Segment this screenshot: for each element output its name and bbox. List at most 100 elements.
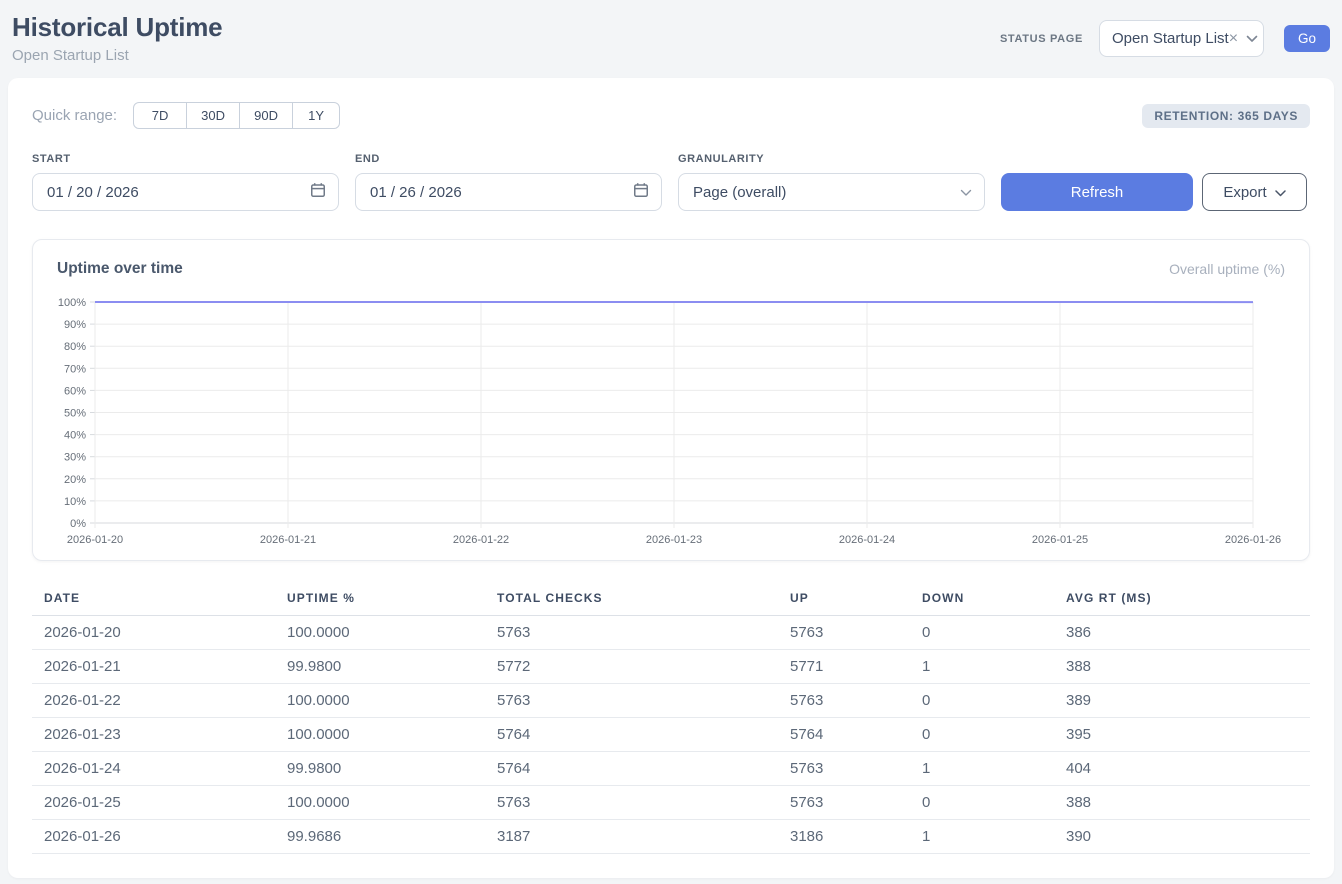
page-subtitle: Open Startup List bbox=[12, 47, 222, 64]
calendar-icon[interactable] bbox=[633, 182, 649, 202]
table-cell: 2026-01-20 bbox=[32, 616, 275, 650]
table-cell: 1 bbox=[910, 650, 1054, 684]
quick-range-30d-button[interactable]: 30D bbox=[186, 102, 240, 129]
go-button[interactable]: Go bbox=[1284, 25, 1330, 52]
end-date-label: END bbox=[355, 153, 662, 165]
table-cell: 3187 bbox=[485, 820, 778, 854]
table-row: 2026-01-20100.0000576357630386 bbox=[32, 616, 1310, 650]
uptime-table: DATEUPTIME %TOTAL CHECKSUPDOWNAVG RT (MS… bbox=[32, 587, 1310, 854]
x-axis-tick-label: 2026-01-22 bbox=[453, 534, 509, 546]
table-cell: 395 bbox=[1054, 718, 1310, 752]
chevron-down-icon bbox=[1275, 184, 1286, 201]
table-cell: 5763 bbox=[778, 684, 910, 718]
table-row: 2026-01-2499.9800576457631404 bbox=[32, 752, 1310, 786]
table-cell: 2026-01-23 bbox=[32, 718, 275, 752]
table-cell: 5763 bbox=[778, 786, 910, 820]
x-axis-tick-label: 2026-01-23 bbox=[646, 534, 702, 546]
table-cell: 100.0000 bbox=[275, 684, 485, 718]
start-date-value: 01 / 20 / 2026 bbox=[47, 184, 139, 201]
table-cell: 2026-01-22 bbox=[32, 684, 275, 718]
table-cell: 2026-01-26 bbox=[32, 820, 275, 854]
y-axis-tick-label: 100% bbox=[58, 297, 86, 309]
quick-range-90d-button[interactable]: 90D bbox=[239, 102, 293, 129]
table-cell: 5763 bbox=[485, 786, 778, 820]
table-row: 2026-01-22100.0000576357630389 bbox=[32, 684, 1310, 718]
table-cell: 2026-01-25 bbox=[32, 786, 275, 820]
quick-range-row: Quick range: 7D 30D 90D 1Y RETENTION: 36… bbox=[32, 102, 1310, 129]
status-page-select[interactable]: Open Startup List × bbox=[1099, 20, 1264, 57]
table-cell: 0 bbox=[910, 616, 1054, 650]
table-cell: 5763 bbox=[778, 752, 910, 786]
table-cell: 5763 bbox=[778, 616, 910, 650]
table-cell: 386 bbox=[1054, 616, 1310, 650]
table-header-row: DATEUPTIME %TOTAL CHECKSUPDOWNAVG RT (MS… bbox=[32, 587, 1310, 616]
table-cell: 2026-01-21 bbox=[32, 650, 275, 684]
table-row: 2026-01-2699.9686318731861390 bbox=[32, 820, 1310, 854]
quick-range-group: Quick range: 7D 30D 90D 1Y bbox=[32, 102, 340, 129]
table-cell: 5763 bbox=[485, 616, 778, 650]
table-column-header: DATE bbox=[32, 587, 275, 616]
y-axis-tick-label: 40% bbox=[64, 430, 86, 442]
status-page-controls: STATUS PAGE Open Startup List × Go bbox=[1000, 20, 1330, 57]
start-date-field: START 01 / 20 / 2026 bbox=[32, 153, 339, 211]
y-axis-tick-label: 50% bbox=[64, 408, 86, 420]
quick-range-1y-button[interactable]: 1Y bbox=[292, 102, 340, 129]
table-column-header: TOTAL CHECKS bbox=[485, 587, 778, 616]
page-title: Historical Uptime bbox=[12, 12, 222, 43]
refresh-button[interactable]: Refresh bbox=[1001, 173, 1193, 211]
table-cell: 388 bbox=[1054, 786, 1310, 820]
table-cell: 5764 bbox=[485, 752, 778, 786]
table-cell: 1 bbox=[910, 752, 1054, 786]
table-cell: 5763 bbox=[485, 684, 778, 718]
y-axis-tick-label: 70% bbox=[64, 363, 86, 375]
quick-range-7d-button[interactable]: 7D bbox=[133, 102, 187, 129]
table-cell: 100.0000 bbox=[275, 718, 485, 752]
table-cell: 5771 bbox=[778, 650, 910, 684]
x-axis-tick-label: 2026-01-25 bbox=[1032, 534, 1088, 546]
table-column-header: DOWN bbox=[910, 587, 1054, 616]
y-axis-tick-label: 20% bbox=[64, 474, 86, 486]
table-column-header: UP bbox=[778, 587, 910, 616]
chart-header: Uptime over time Overall uptime (%) bbox=[57, 260, 1285, 278]
quick-range-buttons: 7D 30D 90D 1Y bbox=[133, 102, 340, 129]
y-axis-tick-label: 10% bbox=[64, 496, 86, 508]
status-page-select-value: Open Startup List bbox=[1112, 30, 1229, 47]
table-cell: 100.0000 bbox=[275, 786, 485, 820]
clear-selection-icon[interactable]: × bbox=[1229, 31, 1238, 47]
table-cell: 3186 bbox=[778, 820, 910, 854]
chevron-down-icon bbox=[1246, 35, 1258, 43]
chevron-down-icon bbox=[960, 184, 972, 201]
table-cell: 5772 bbox=[485, 650, 778, 684]
granularity-label: GRANULARITY bbox=[678, 153, 985, 165]
table-cell: 1 bbox=[910, 820, 1054, 854]
main-panel: Quick range: 7D 30D 90D 1Y RETENTION: 36… bbox=[8, 78, 1334, 878]
table-column-header: UPTIME % bbox=[275, 587, 485, 616]
export-button[interactable]: Export bbox=[1202, 173, 1307, 211]
y-axis-tick-label: 30% bbox=[64, 452, 86, 464]
table-cell: 390 bbox=[1054, 820, 1310, 854]
x-axis-tick-label: 2026-01-24 bbox=[839, 534, 895, 546]
granularity-select[interactable]: Page (overall) bbox=[678, 173, 985, 211]
table-cell: 99.9686 bbox=[275, 820, 485, 854]
calendar-icon[interactable] bbox=[310, 182, 326, 202]
table-cell: 0 bbox=[910, 718, 1054, 752]
chart-legend: Overall uptime (%) bbox=[1169, 261, 1285, 277]
granularity-field: GRANULARITY Page (overall) bbox=[678, 153, 985, 211]
table-cell: 389 bbox=[1054, 684, 1310, 718]
start-date-input[interactable]: 01 / 20 / 2026 bbox=[32, 173, 339, 211]
chart-title: Uptime over time bbox=[57, 260, 183, 278]
table-row: 2026-01-23100.0000576457640395 bbox=[32, 718, 1310, 752]
table-cell: 388 bbox=[1054, 650, 1310, 684]
end-date-input[interactable]: 01 / 26 / 2026 bbox=[355, 173, 662, 211]
table-cell: 5764 bbox=[778, 718, 910, 752]
y-axis-tick-label: 90% bbox=[64, 319, 86, 331]
quick-range-label: Quick range: bbox=[32, 107, 117, 124]
table-row: 2026-01-25100.0000576357630388 bbox=[32, 786, 1310, 820]
end-date-field: END 01 / 26 / 2026 bbox=[355, 153, 662, 211]
start-date-label: START bbox=[32, 153, 339, 165]
retention-badge: RETENTION: 365 DAYS bbox=[1142, 104, 1310, 128]
table-cell: 5764 bbox=[485, 718, 778, 752]
table-cell: 0 bbox=[910, 684, 1054, 718]
title-block: Historical Uptime Open Startup List bbox=[12, 12, 222, 64]
table-cell: 99.9800 bbox=[275, 752, 485, 786]
